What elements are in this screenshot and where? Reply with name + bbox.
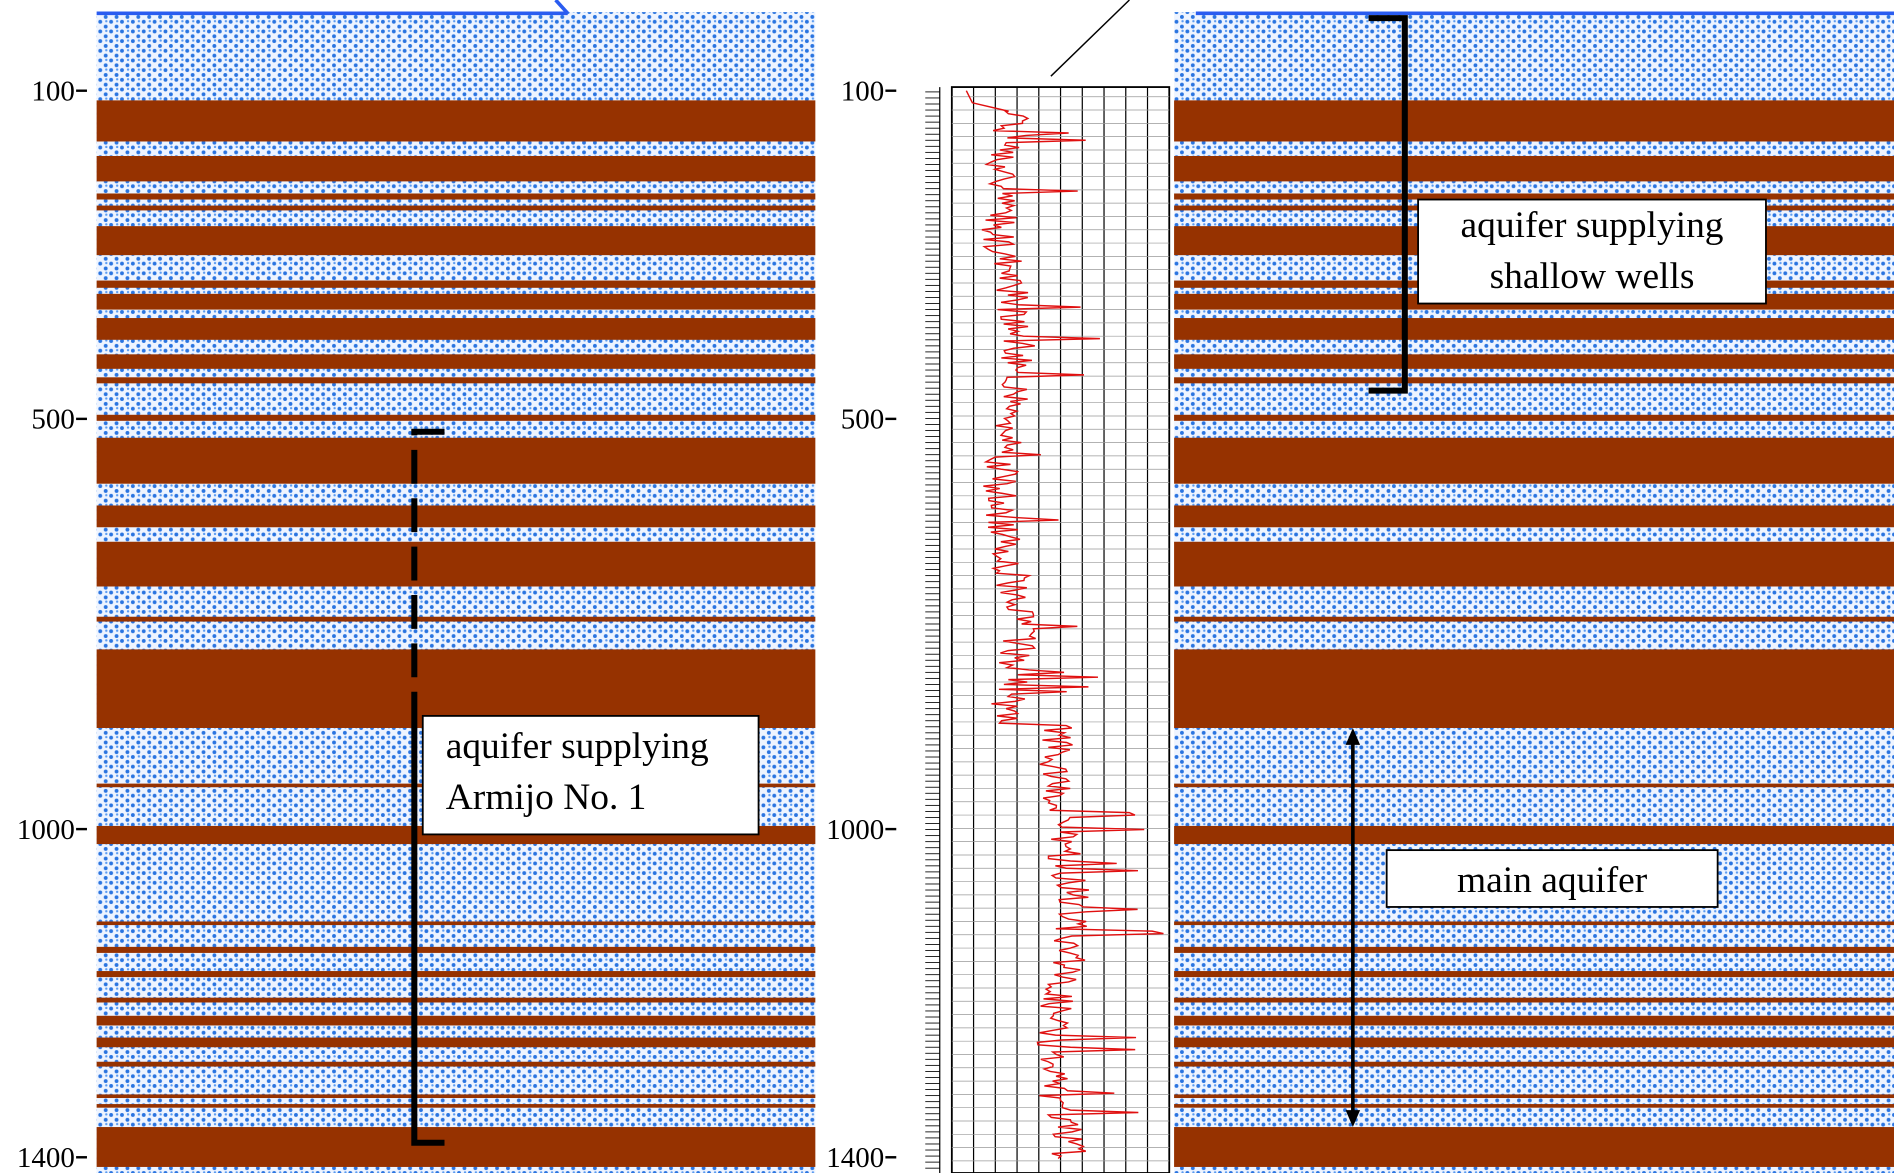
bracket-dashed: [411, 428, 445, 714]
clay-band: [96, 1094, 816, 1099]
resistivity-log: [965, 90, 1164, 1160]
clay-band: [96, 946, 816, 953]
clay-band: [1174, 505, 1894, 528]
clay-band: [1174, 1037, 1894, 1048]
clay-band: [1174, 946, 1894, 953]
clay-band: [1174, 825, 1894, 845]
clay-band: [1174, 377, 1894, 384]
clay-band: [96, 1127, 816, 1167]
clay-band: [96, 997, 816, 1003]
clay-band: [1174, 414, 1894, 421]
bracket-solid: [411, 713, 445, 1146]
clay-band: [1174, 100, 1894, 142]
clay-band: [96, 437, 816, 484]
clay-band: [96, 649, 816, 728]
annotation-text: main aquifer: [1457, 860, 1648, 901]
clay-band: [96, 280, 816, 288]
depth-label: 1400: [826, 1142, 884, 1173]
clay-band: [96, 921, 816, 926]
clay-band: [96, 193, 816, 200]
depth-label: 1000: [17, 814, 75, 846]
annotation-box: [421, 714, 760, 836]
log-grid: [925, 87, 1170, 1173]
depth-label: 100: [31, 75, 74, 107]
clay-band: [1174, 541, 1894, 587]
clay-band: [1174, 1061, 1894, 1067]
clay-band: [1174, 971, 1894, 978]
clay-band: [96, 354, 816, 369]
clay-layers: [96, 100, 1894, 1167]
clay-band: [1174, 437, 1894, 484]
clay-band: [96, 1061, 816, 1067]
annotation-text: Armijo No. 1: [446, 777, 647, 818]
clay-band: [1174, 1015, 1894, 1026]
depth-label: 500: [841, 404, 884, 436]
leader-line: [1050, 0, 1130, 77]
clay-band: [96, 205, 816, 211]
clay-band: [1174, 193, 1894, 200]
clay-band: [96, 1015, 816, 1026]
clay-band: [96, 616, 816, 622]
clay-band: [1174, 921, 1894, 926]
clay-band: [96, 971, 816, 978]
clay-band: [96, 1037, 816, 1048]
clay-band: [1174, 318, 1894, 340]
clay-band: [1174, 155, 1894, 182]
clay-band: [96, 318, 816, 340]
annotation-text: shallow wells: [1490, 256, 1695, 297]
clay-band: [96, 155, 816, 182]
clay-band: [1174, 1104, 1894, 1108]
clay-band: [96, 226, 816, 256]
clay-band: [1174, 354, 1894, 369]
annotations: aquifer supplying Armijo No. 1 aquifer sup…: [421, 198, 1767, 908]
surface-line: [554, 0, 570, 15]
depth-label: 100: [841, 75, 884, 107]
clay-band: [96, 377, 816, 384]
depth-ticks: 100 100 500 500 1000 1000 1400 1400: [17, 75, 897, 1173]
annotation-box: [1385, 849, 1719, 908]
annotation-box: [1417, 198, 1767, 305]
shallow-bracket: [1368, 15, 1408, 394]
main-arrow: [1345, 727, 1361, 1128]
depth-label: 1400: [17, 1142, 75, 1173]
clay-band: [96, 505, 816, 528]
clay-band: [96, 293, 816, 310]
clay-band: [1174, 1127, 1894, 1167]
depth-label: 1000: [826, 814, 884, 846]
annotation-text: aquifer supplying: [1461, 205, 1724, 246]
depth-label: 500: [31, 404, 74, 436]
clay-band: [1174, 783, 1894, 788]
clay-band: [96, 414, 816, 421]
armijo-bracket: [411, 428, 445, 1146]
clay-band: [1174, 997, 1894, 1003]
clay-band: [1174, 616, 1894, 622]
clay-band: [96, 541, 816, 587]
clay-band: [96, 1104, 816, 1108]
clay-band: [1174, 649, 1894, 728]
clay-band: [1174, 1094, 1894, 1099]
clay-band: [96, 100, 816, 142]
annotation-text: aquifer supplying: [446, 726, 709, 767]
